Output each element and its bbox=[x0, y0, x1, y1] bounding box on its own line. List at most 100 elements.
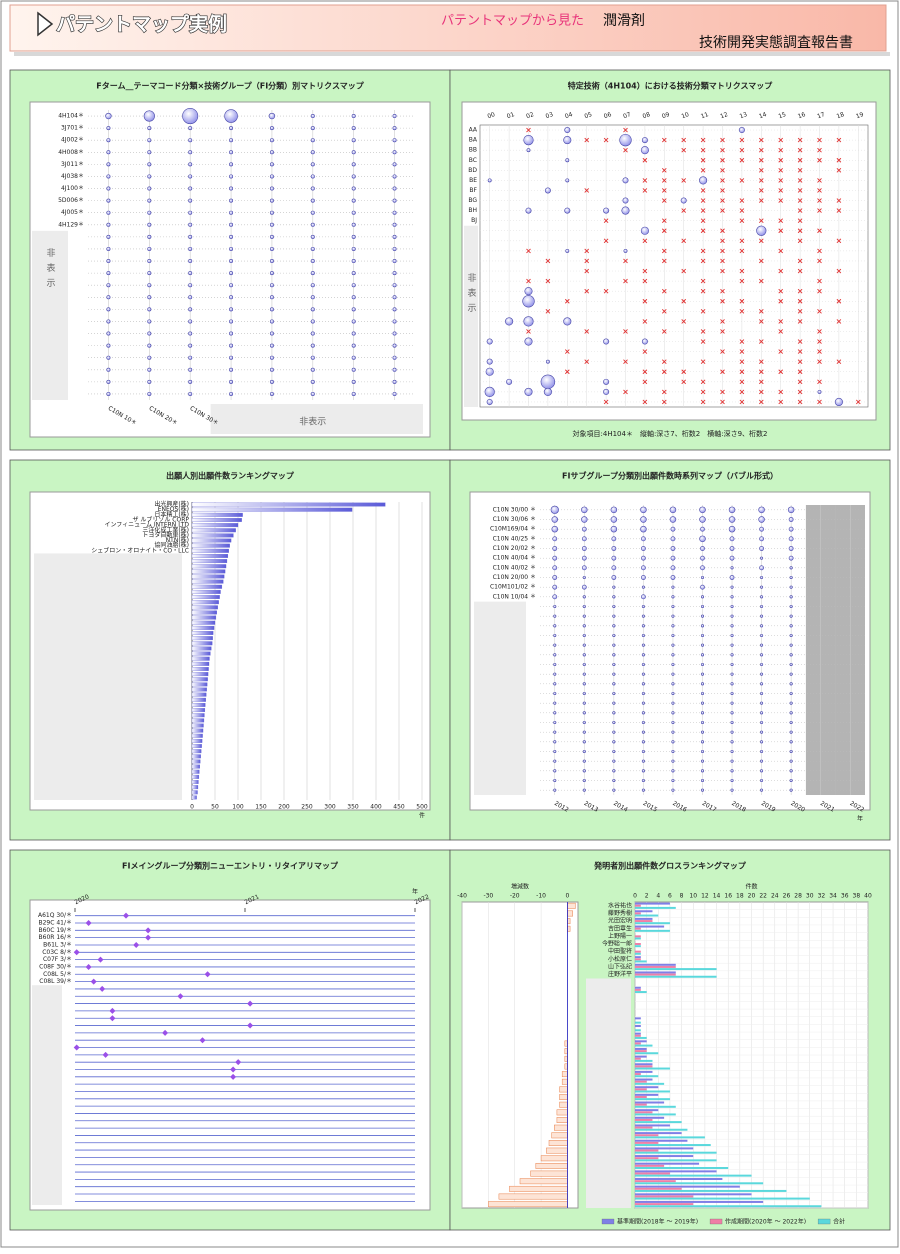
bubble bbox=[670, 526, 676, 532]
cross bbox=[778, 137, 784, 143]
change-bar bbox=[535, 1162, 568, 1169]
bubble bbox=[671, 749, 675, 754]
cross bbox=[661, 288, 667, 294]
x-tick-label: -40 bbox=[457, 893, 467, 900]
cross bbox=[758, 168, 764, 173]
bubble bbox=[310, 391, 315, 396]
bar bbox=[191, 780, 199, 784]
cross bbox=[817, 157, 822, 163]
bubble bbox=[392, 138, 397, 143]
bubble bbox=[147, 234, 152, 239]
bubble bbox=[486, 398, 493, 405]
row-label: BG bbox=[468, 197, 477, 204]
change-bar bbox=[551, 1132, 568, 1139]
change-bar bbox=[567, 902, 576, 909]
cross bbox=[700, 288, 706, 294]
bubble bbox=[147, 391, 152, 396]
bubble bbox=[760, 575, 764, 580]
bubble bbox=[680, 197, 687, 204]
bubble bbox=[147, 150, 152, 155]
bubble bbox=[603, 378, 610, 385]
cross bbox=[778, 198, 784, 203]
bubble bbox=[147, 307, 152, 312]
x-tick-label: 300 bbox=[324, 804, 336, 811]
bubble bbox=[310, 138, 315, 143]
bubble bbox=[700, 701, 705, 705]
bubble bbox=[188, 391, 193, 396]
bubble bbox=[699, 176, 708, 185]
bubble bbox=[564, 207, 571, 214]
bubble bbox=[760, 643, 764, 647]
bubble bbox=[612, 643, 616, 647]
cross bbox=[739, 147, 745, 153]
bubble bbox=[641, 759, 645, 763]
category-label: 出光興産(株) bbox=[154, 500, 189, 508]
x-tick-label: 500 bbox=[416, 804, 428, 811]
bar bbox=[635, 920, 653, 923]
hidden-band bbox=[474, 601, 526, 795]
bubble bbox=[728, 525, 736, 533]
bar bbox=[191, 574, 225, 579]
cross bbox=[623, 127, 628, 133]
bar bbox=[635, 952, 641, 955]
cross bbox=[603, 218, 609, 223]
bar bbox=[191, 646, 212, 651]
bubble bbox=[730, 769, 734, 773]
bubble bbox=[269, 283, 274, 288]
change-bar bbox=[561, 1078, 568, 1085]
bubble bbox=[269, 210, 274, 215]
bar bbox=[635, 1101, 665, 1104]
bubble bbox=[485, 367, 494, 376]
x-tick-label: 38 bbox=[853, 893, 861, 900]
bar bbox=[635, 943, 641, 945]
cross bbox=[700, 147, 706, 153]
bubble bbox=[729, 575, 735, 580]
cross bbox=[778, 188, 784, 193]
bubble bbox=[641, 624, 645, 628]
bubble bbox=[310, 331, 315, 336]
bubble bbox=[610, 516, 618, 523]
bubble bbox=[310, 379, 315, 384]
bubble bbox=[612, 778, 616, 783]
cross bbox=[642, 379, 648, 385]
cross bbox=[584, 359, 590, 364]
bubble bbox=[758, 516, 765, 523]
hidden-band bbox=[34, 553, 182, 800]
diamond bbox=[99, 985, 106, 992]
chart-title: Fターム__テーマコード分類×技術グループ（FI分類）別マトリクスマップ bbox=[96, 81, 364, 91]
x-tick-label: 14 bbox=[713, 893, 721, 900]
bar bbox=[635, 968, 717, 971]
x-tick-label: 32 bbox=[818, 893, 826, 900]
cross bbox=[661, 359, 667, 364]
bubble bbox=[182, 108, 199, 125]
bar bbox=[635, 1151, 717, 1154]
bar bbox=[191, 718, 205, 723]
bubble bbox=[730, 740, 734, 744]
col-label: 19 bbox=[855, 111, 865, 120]
bar bbox=[635, 986, 641, 989]
cross bbox=[720, 329, 725, 334]
cross bbox=[778, 298, 784, 304]
bar bbox=[635, 1032, 641, 1035]
bar bbox=[635, 991, 647, 994]
change-bar bbox=[559, 1086, 568, 1093]
bubble bbox=[188, 210, 193, 215]
row-label: C08F 30/＊ bbox=[39, 963, 72, 970]
bar bbox=[635, 1098, 670, 1101]
cross bbox=[836, 359, 842, 364]
bubble bbox=[789, 595, 793, 599]
bubble bbox=[269, 319, 274, 324]
x-tick-label: 350 bbox=[347, 804, 359, 811]
x-tick-label: 4 bbox=[656, 893, 660, 900]
bubble bbox=[641, 604, 645, 609]
bubble bbox=[392, 186, 397, 191]
bubble bbox=[611, 575, 617, 580]
bar bbox=[191, 589, 221, 594]
bar bbox=[635, 1044, 653, 1047]
x-tick-label: 0 bbox=[566, 893, 570, 900]
bar bbox=[635, 1055, 647, 1058]
cross bbox=[720, 399, 725, 405]
bubble bbox=[188, 271, 193, 276]
bubble bbox=[612, 701, 616, 705]
